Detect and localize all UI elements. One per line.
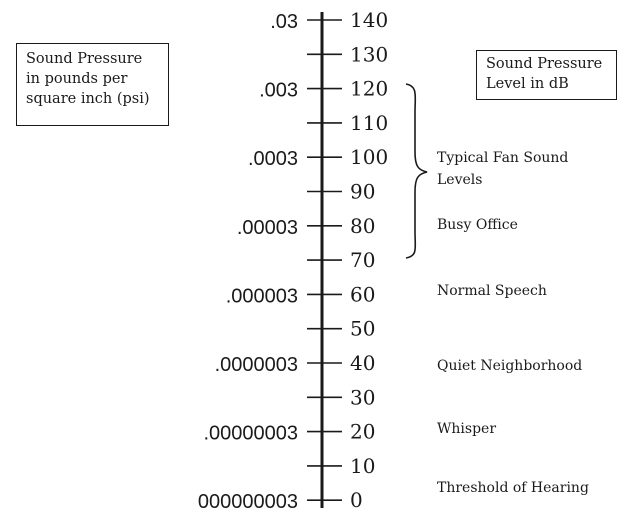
db-label-box: Sound Pressure Level in dB bbox=[476, 50, 617, 100]
db-tick-label: 30 bbox=[350, 385, 375, 409]
db-tick-label: 60 bbox=[350, 282, 375, 306]
db-tick-label: 40 bbox=[350, 351, 375, 375]
db-tick-label: 10 bbox=[350, 454, 375, 478]
psi-value-label: .0003 bbox=[248, 148, 298, 170]
db-tick-label: 100 bbox=[350, 145, 388, 169]
annotation-whisper: Whisper bbox=[437, 421, 497, 437]
annotation-normal-speech: Normal Speech bbox=[437, 283, 547, 299]
db-tick-label: 80 bbox=[350, 214, 375, 238]
db-tick-label: 90 bbox=[350, 180, 375, 204]
db-tick-label: 120 bbox=[350, 77, 388, 101]
psi-value-label: .000003 bbox=[226, 285, 298, 307]
psi-value-label: .00000003 bbox=[203, 423, 298, 445]
annotation-busy-office: Busy Office bbox=[437, 217, 518, 233]
annotation-quiet-neighborhood: Quiet Neighborhood bbox=[437, 358, 583, 374]
fan-range-brace bbox=[405, 83, 428, 259]
psi-value-label: 000000003 bbox=[198, 491, 298, 513]
db-tick-label: 0 bbox=[350, 488, 363, 512]
annotation-typical-fan: Typical Fan Sound Levels bbox=[437, 150, 569, 188]
db-tick-label: 140 bbox=[350, 8, 388, 32]
annotation-threshold-of-hearing: Threshold of Hearing bbox=[437, 480, 589, 496]
psi-value-label: .003 bbox=[259, 80, 298, 102]
db-tick-label: 110 bbox=[350, 111, 388, 135]
psi-label-box: Sound Pressure in pounds per square inch… bbox=[16, 43, 169, 126]
db-tick-label: 50 bbox=[350, 317, 375, 341]
db-tick-label: 20 bbox=[350, 420, 375, 444]
psi-value-label: .03 bbox=[270, 11, 298, 33]
psi-value-label: .00003 bbox=[237, 217, 298, 239]
db-tick-label: 130 bbox=[350, 42, 388, 66]
psi-value-label: .0000003 bbox=[215, 354, 298, 376]
db-tick-label: 70 bbox=[350, 248, 375, 272]
